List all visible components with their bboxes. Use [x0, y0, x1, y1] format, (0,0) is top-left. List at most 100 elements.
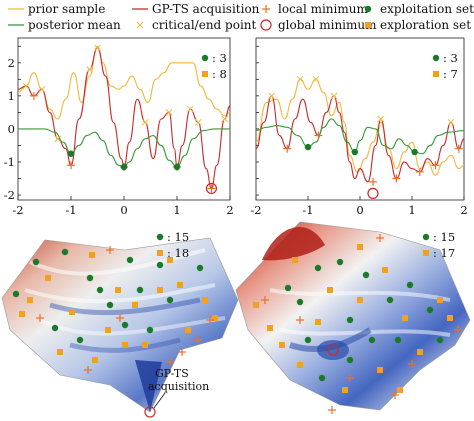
critical-point — [447, 118, 455, 126]
local-minimum — [392, 174, 401, 183]
legend-label-explore: exploration set — [380, 18, 471, 32]
count-exploration: : 8 — [212, 67, 227, 81]
exploitation-point — [67, 150, 75, 157]
x-tick-label: 1 — [173, 203, 180, 217]
exploration-point — [402, 315, 408, 321]
exploitation-point — [120, 163, 128, 171]
critical-point — [221, 115, 229, 123]
local-minimum — [346, 374, 354, 382]
exploitation-point — [86, 274, 94, 282]
local-minimum — [116, 314, 124, 322]
exploration-point — [92, 357, 98, 363]
local-minimum — [166, 358, 174, 366]
critical-point — [38, 85, 46, 93]
exploitation-point — [351, 148, 358, 156]
local-minimum — [296, 316, 304, 324]
exploitation-point — [406, 281, 414, 289]
exploitation-point — [32, 258, 40, 266]
exploitation-point — [156, 261, 164, 269]
local-minimum — [314, 131, 323, 140]
x-tick-label: -1 — [302, 203, 313, 217]
local-minimum — [415, 167, 424, 176]
exploitation-point — [51, 324, 59, 332]
exploration-point — [185, 327, 191, 333]
local-minimum — [283, 144, 292, 153]
exploration-point — [397, 387, 403, 393]
exploitation-point — [318, 374, 326, 382]
annotation-arrow — [153, 392, 166, 409]
exploration-point — [142, 342, 148, 348]
exploitation-point — [126, 256, 134, 264]
y-tick-label: -2 — [4, 188, 15, 202]
surface-left-markers — [12, 246, 218, 418]
exploitation-point — [411, 148, 418, 156]
surface-right-markers — [253, 234, 462, 414]
ridge — [269, 288, 451, 302]
local-minimum — [261, 296, 269, 304]
local-minimum — [376, 234, 384, 242]
exploration-point — [122, 342, 128, 348]
exploitation-point — [394, 336, 402, 344]
local-minimum — [106, 246, 114, 254]
legend-marker-localmin — [262, 5, 270, 13]
series-posterior-mean — [255, 118, 465, 155]
x-tick-label: 0 — [356, 203, 363, 217]
local-minimum — [328, 406, 336, 414]
local-minimum — [194, 336, 202, 344]
top-left-plot: -2 -1 0 1 2 -2 -1 0 1 2 — [4, 37, 234, 217]
exploitation-point — [336, 258, 344, 266]
exploitation-point — [426, 306, 434, 314]
exploration-point — [417, 349, 423, 355]
count-exploitation: : 15 — [433, 230, 455, 244]
plot-frame — [17, 37, 231, 201]
exploitation-point — [296, 298, 304, 306]
exploitation-point — [346, 356, 354, 364]
series-prior-sample — [17, 45, 231, 120]
peak — [262, 226, 325, 261]
count-exploration-marker — [157, 250, 163, 256]
critical-point — [54, 135, 62, 143]
legend-marker-globalmin — [260, 19, 272, 31]
exploration-point — [447, 315, 453, 321]
exploitation-point — [96, 286, 104, 294]
local-minimum — [84, 366, 92, 374]
exploration-point — [437, 297, 443, 303]
plot-frame — [255, 37, 465, 201]
global-minimum — [205, 182, 218, 195]
critical-point — [22, 82, 30, 90]
exploration-point — [279, 342, 285, 348]
count-exploitation: : 3 — [443, 51, 458, 65]
exploitation-point — [106, 301, 114, 309]
exploration-point — [212, 315, 218, 321]
exploitation-point — [12, 290, 20, 298]
critical-point — [268, 92, 275, 100]
y-tick-label: 0 — [8, 122, 15, 136]
exploitation-point — [304, 336, 312, 344]
exploration-point — [115, 287, 121, 293]
bottom-right-surface — [235, 221, 471, 414]
exploitation-point — [368, 336, 376, 344]
exploitation-point — [362, 271, 370, 279]
series-gp-ts-acquisition — [255, 95, 465, 183]
critical-point — [377, 115, 385, 123]
exploration-point — [327, 287, 333, 293]
legend: prior sample GP-TS acquisition local minim… — [8, 2, 474, 32]
local-minimum — [207, 184, 216, 193]
exploration-point — [132, 302, 138, 308]
x-tick-label: -2 — [250, 203, 261, 217]
exploitation-point — [284, 284, 292, 292]
x-tick-label: -2 — [12, 203, 23, 217]
local-minimum — [431, 161, 440, 170]
series-prior-sample — [255, 78, 465, 176]
exploitation-point — [436, 336, 444, 344]
ridge — [29, 248, 206, 276]
exploration-point — [253, 302, 259, 308]
exploration-point — [382, 267, 388, 273]
exploration-point — [297, 362, 303, 368]
exploration-point — [157, 287, 163, 293]
legend-label-exploit: exploitation set — [380, 2, 474, 16]
exploration-point — [167, 257, 173, 263]
local-minimum — [29, 91, 38, 100]
legend-marker-exploit — [364, 5, 372, 13]
